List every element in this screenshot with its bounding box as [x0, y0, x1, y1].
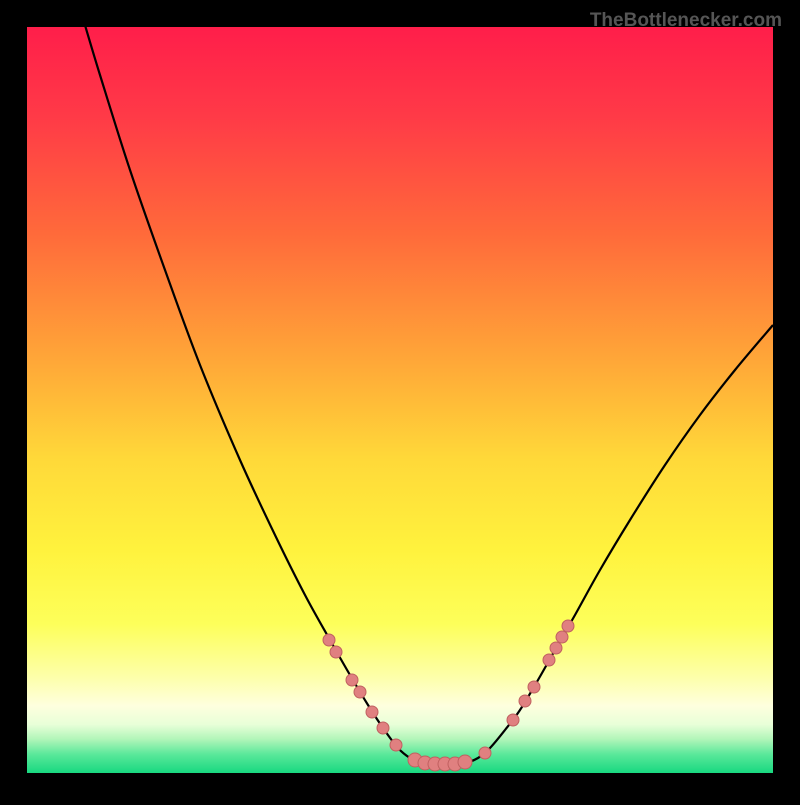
data-marker [323, 634, 335, 646]
data-marker [519, 695, 531, 707]
data-marker [479, 747, 491, 759]
data-marker [556, 631, 568, 643]
data-marker [366, 706, 378, 718]
watermark-label: TheBottlenecker.com [590, 10, 782, 31]
chart-svg [0, 0, 800, 800]
data-marker [528, 681, 540, 693]
plot-background [27, 27, 773, 773]
data-marker [458, 755, 472, 769]
watermark-text: TheBottlenecker.com [590, 10, 782, 32]
data-marker [330, 646, 342, 658]
data-marker [543, 654, 555, 666]
data-marker [550, 642, 562, 654]
data-marker [390, 739, 402, 751]
data-marker [346, 674, 358, 686]
data-marker [377, 722, 389, 734]
data-marker [507, 714, 519, 726]
data-marker [354, 686, 366, 698]
data-marker [562, 620, 574, 632]
bottleneck-chart [0, 0, 800, 800]
